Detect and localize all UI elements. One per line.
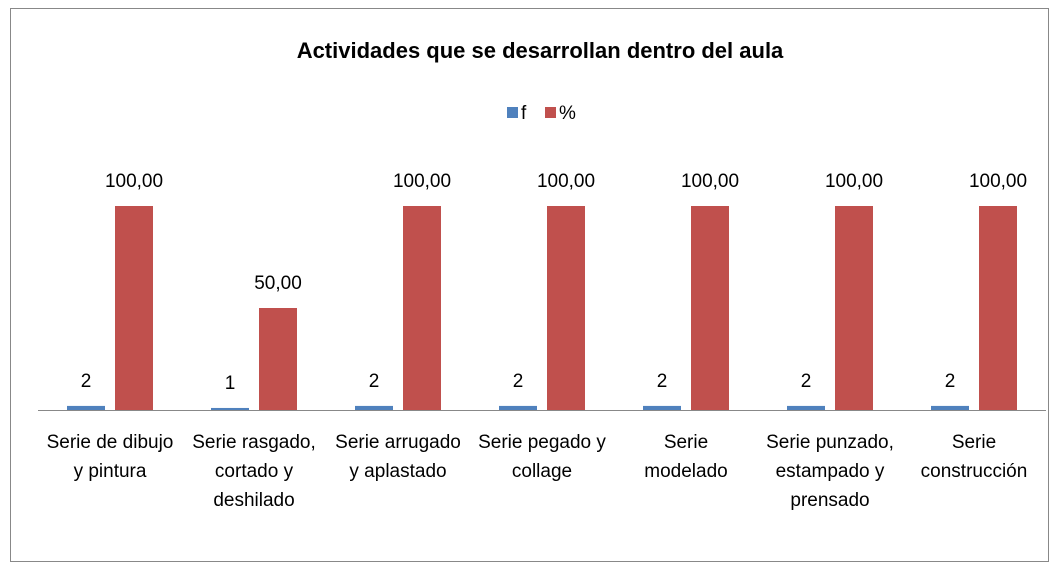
x-tick-label: Serie punzado, estampado y prensado <box>766 432 894 511</box>
data-label: 2 <box>81 371 92 392</box>
legend-label: % <box>559 103 576 124</box>
data-label: 2 <box>657 371 668 392</box>
data-label: 2 <box>513 371 524 392</box>
x-tick-label: Serie rasgado, cortado y deshilado <box>192 432 316 511</box>
data-label: 1 <box>225 373 236 394</box>
data-label: 100,00 <box>681 171 739 192</box>
chart-title: Actividades que se desarrollan dentro de… <box>297 38 784 63</box>
data-label: 2 <box>801 371 812 392</box>
bar <box>691 206 729 410</box>
data-label: 100,00 <box>969 171 1027 192</box>
data-label: 2 <box>945 371 956 392</box>
bar <box>211 407 249 410</box>
data-label: 100,00 <box>537 171 595 192</box>
chart-border <box>10 8 1049 562</box>
bar <box>67 405 105 410</box>
data-label: 50,00 <box>254 273 302 294</box>
bar <box>787 405 825 410</box>
x-tick-label: Serie de dibujo y pintura <box>46 432 174 482</box>
legend-label: f <box>521 103 527 124</box>
x-tick-label: Serie arrugado y aplastado <box>335 432 461 482</box>
data-label: 100,00 <box>105 171 163 192</box>
bar <box>931 405 969 410</box>
bar <box>979 206 1017 410</box>
data-label: 100,00 <box>393 171 451 192</box>
bar <box>547 206 585 410</box>
bar <box>499 405 537 410</box>
x-tick-label: Serie construcción <box>920 432 1028 482</box>
data-label: 2 <box>369 371 380 392</box>
bar <box>835 206 873 410</box>
data-label: 100,00 <box>825 171 883 192</box>
bar <box>115 206 153 410</box>
legend-swatch <box>545 107 556 118</box>
legend-swatch <box>507 107 518 118</box>
bar <box>643 405 681 410</box>
bar <box>259 308 297 410</box>
bar <box>403 206 441 410</box>
x-tick-label: Serie modelado <box>644 432 728 482</box>
x-tick-label: Serie pegado y collage <box>478 432 606 482</box>
bar <box>355 405 393 410</box>
